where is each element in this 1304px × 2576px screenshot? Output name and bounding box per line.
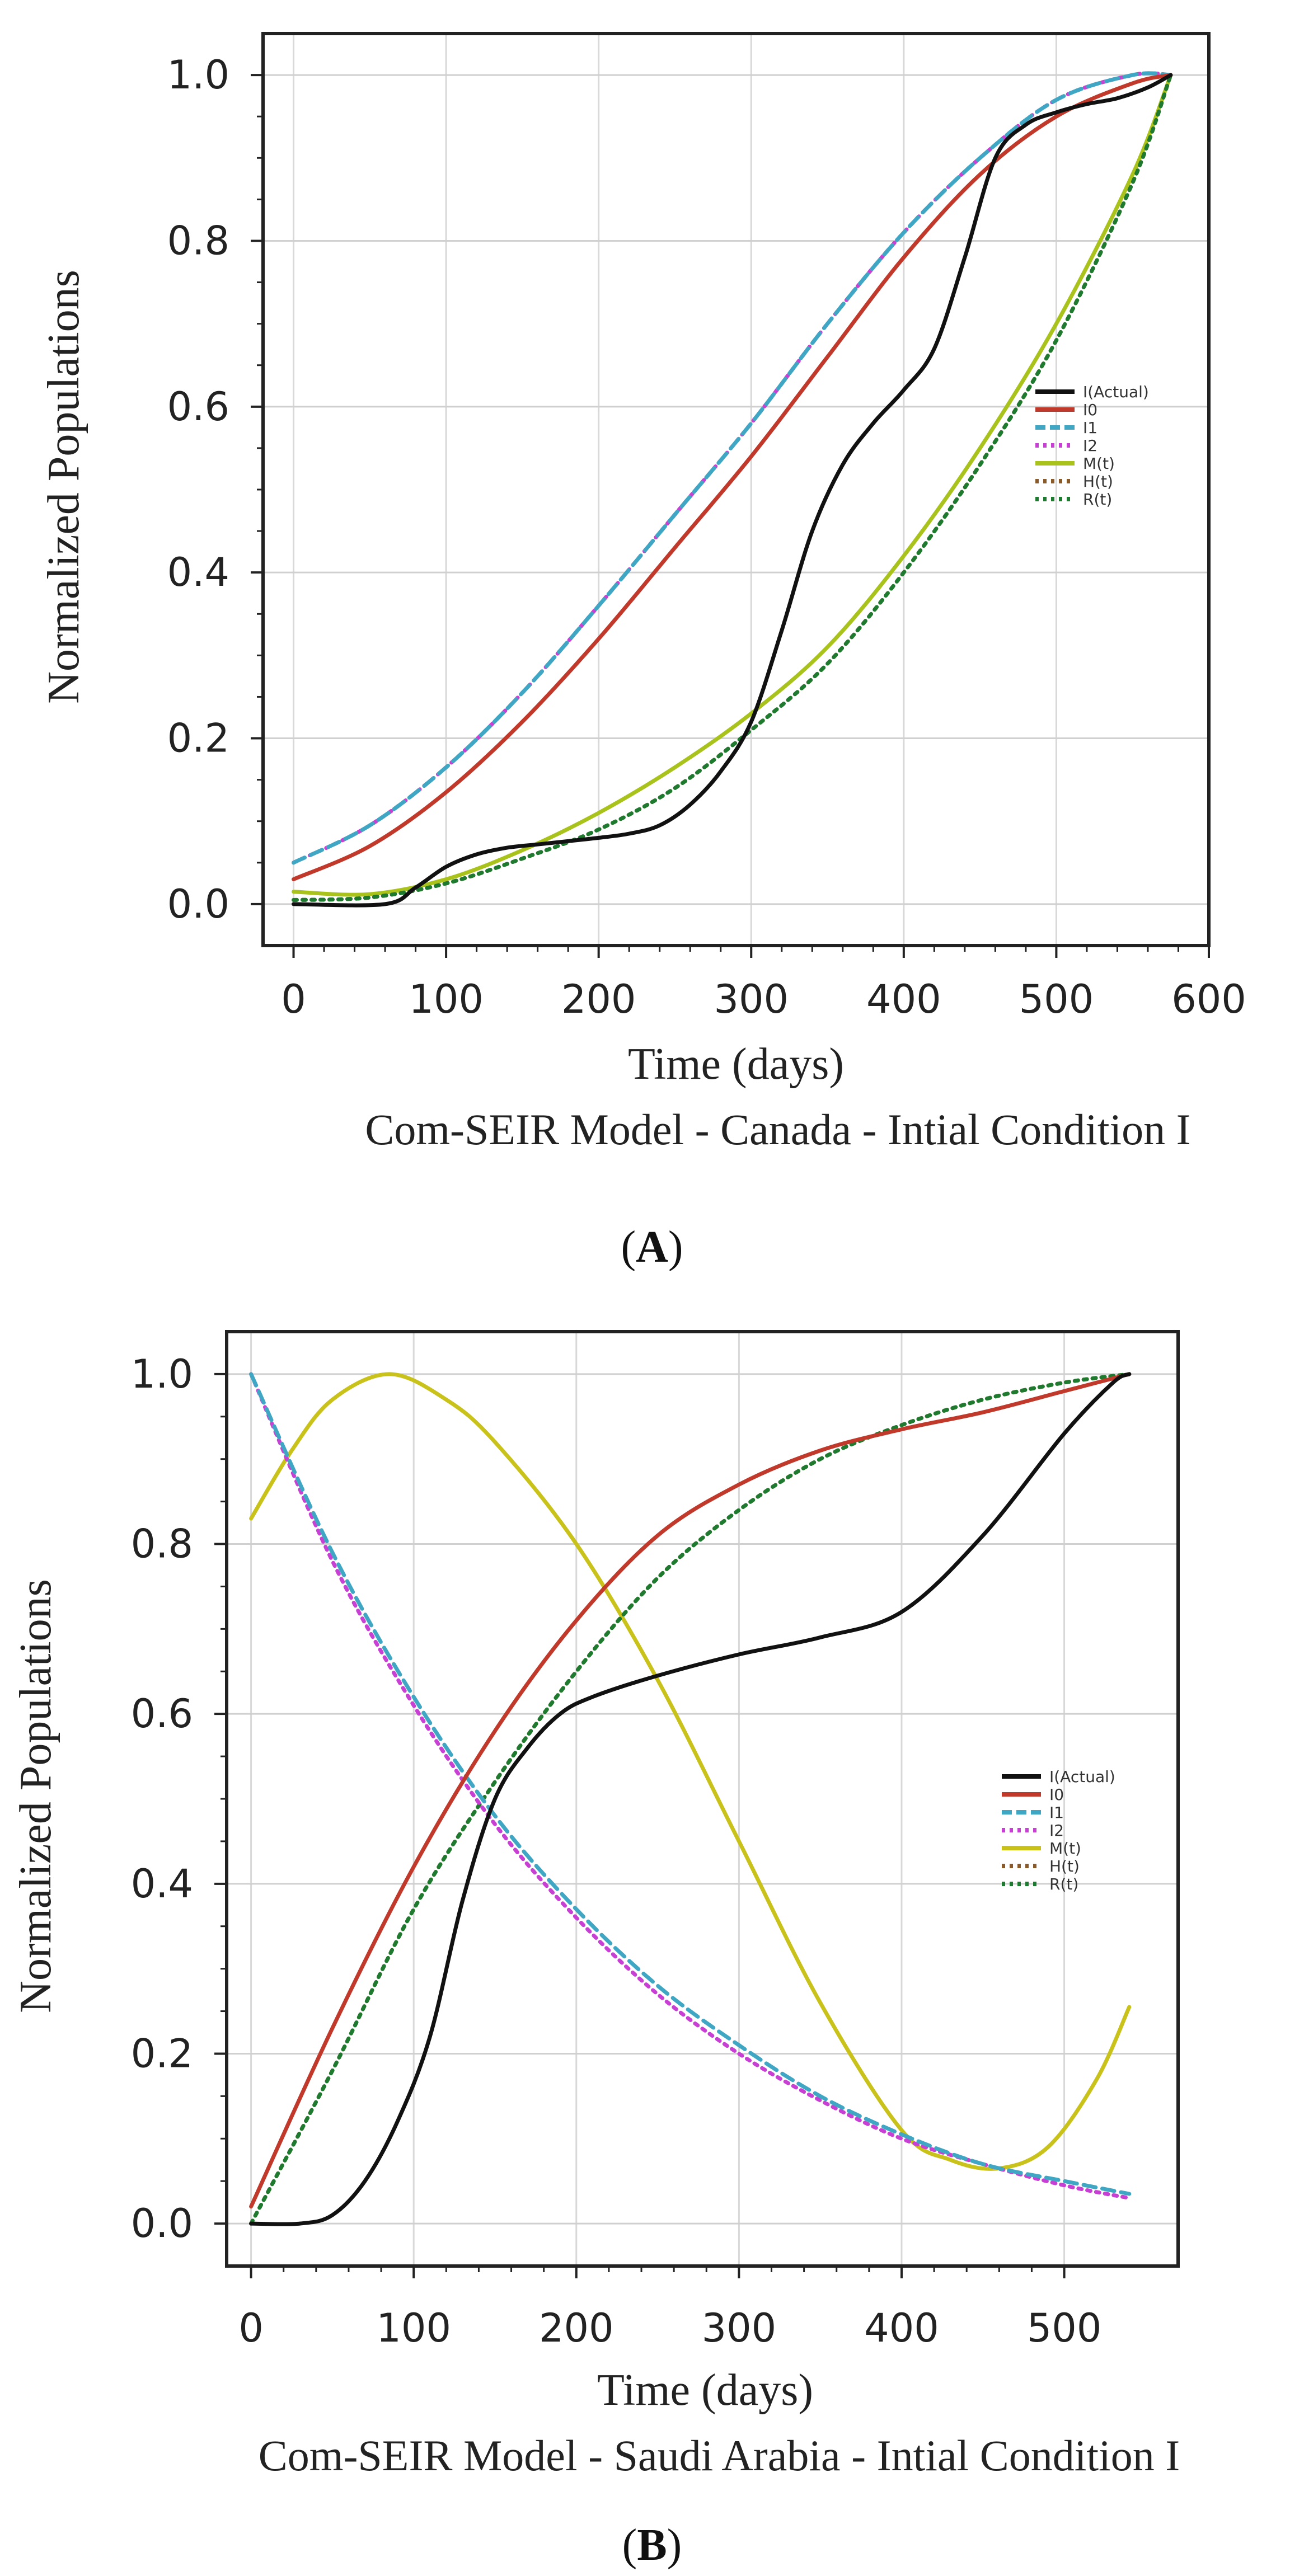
series-b — [249, 1372, 1132, 2226]
legend-label: I2 — [1049, 1821, 1064, 1840]
y-tick-label: 0.0 — [167, 881, 229, 927]
caption-b: Com-SEIR Model - Saudi Arabia - Intial C… — [259, 2431, 1180, 2480]
series-line-m-t — [249, 1372, 1132, 2171]
x-tick-label: 100 — [376, 2305, 451, 2351]
y-tick-label: 0.4 — [131, 1861, 193, 1907]
y-tick-label: 0.0 — [131, 2201, 193, 2246]
series-line-h-t — [249, 1372, 1132, 2226]
series-line-i0 — [292, 73, 1173, 881]
x-tick-label: 100 — [409, 976, 484, 1022]
x-tick-label: 200 — [561, 976, 636, 1022]
x-axis-title-a: Time (days) — [628, 1040, 844, 1089]
series-line-i0 — [249, 1372, 1132, 2209]
y-axis-title-b: Normalized Populations — [11, 1579, 60, 2013]
legend-label: I(Actual) — [1049, 1768, 1115, 1786]
series-line-i1 — [292, 71, 1173, 865]
x-tick-label: 600 — [1171, 976, 1246, 1022]
y-tick-label: 0.8 — [131, 1521, 193, 1567]
legend-label: H(t) — [1083, 472, 1113, 491]
series-line-h-t — [292, 73, 1173, 902]
x-axis-title-b: Time (days) — [597, 2366, 813, 2415]
panel-label-b: (B) — [622, 2521, 682, 2570]
legend-label: I(Actual) — [1083, 383, 1149, 401]
legend-label: I0 — [1049, 1785, 1064, 1804]
x-tick-label: 0 — [281, 976, 306, 1022]
series-line-i-actual — [249, 1372, 1132, 2226]
y-axis-title-a: Normalized Populations — [39, 270, 88, 703]
panel-label-a: (A) — [621, 1223, 683, 1272]
y-tick-label: 0.2 — [167, 716, 229, 761]
x-tick-label: 400 — [866, 976, 941, 1022]
chart-panel-a: 0 100 200 300 400 500 600 0.0 0.2 0.4 0.6 0.8 1.0 I(… — [0, 0, 1304, 1287]
y-tick-label: 0.6 — [131, 1691, 193, 1737]
grid-a — [263, 34, 1210, 946]
legend-label: I0 — [1083, 401, 1097, 419]
legend-label: R(t) — [1083, 490, 1112, 509]
chart-b-svg: 0 100 200 300 400 500 0.0 0.2 0.4 0.6 0.8 1.0 I(Act… — [11, 1330, 1180, 2570]
caption-a: Com-SEIR Model - Canada - Intial Conditi… — [365, 1105, 1190, 1154]
legend-label: R(t) — [1049, 1875, 1078, 1893]
chart-panel-b: 0 100 200 300 400 500 0.0 0.2 0.4 0.6 0.8 1.0 I(Act… — [0, 1287, 1304, 2576]
grid-b — [227, 1332, 1178, 2266]
x-tick-label: 400 — [864, 2305, 939, 2351]
ticks-a: 0 100 200 300 400 500 600 0.0 0.2 0.4 0.6 0.8 1.0 — [167, 52, 1246, 1022]
y-tick-label: 0.6 — [167, 384, 229, 430]
x-tick-label: 500 — [1027, 2305, 1102, 2351]
y-tick-label: 1.0 — [167, 52, 229, 98]
legend-label: M(t) — [1049, 1839, 1081, 1858]
chart-a-svg: 0 100 200 300 400 500 600 0.0 0.2 0.4 0.6 0.8 1.0 I(… — [39, 32, 1246, 1272]
y-tick-label: 0.2 — [131, 2030, 193, 2076]
panel-letter-a: A — [636, 1223, 668, 1272]
legend-label: I1 — [1049, 1803, 1064, 1822]
plot-frame-a — [261, 32, 1211, 947]
ticks-b: 0 100 200 300 400 500 0.0 0.2 0.4 0.6 0.8 1.0 — [131, 1351, 1102, 2351]
x-tick-label: 300 — [714, 976, 789, 1022]
legend-label: H(t) — [1049, 1857, 1080, 1875]
series-line-r-t — [292, 73, 1173, 902]
legend-label: I2 — [1083, 436, 1097, 455]
y-tick-label: 1.0 — [131, 1351, 193, 1397]
series-line-r-t — [249, 1372, 1132, 2226]
series-line-i2 — [249, 1372, 1132, 2200]
series-line-i-actual — [292, 73, 1173, 908]
panel-letter-b: B — [637, 2521, 667, 2570]
x-tick-label: 300 — [702, 2305, 777, 2351]
x-tick-label: 500 — [1019, 976, 1094, 1022]
series-line-i1 — [249, 1372, 1132, 2196]
y-tick-label: 0.4 — [167, 549, 229, 595]
series-a — [292, 71, 1173, 908]
x-tick-label: 200 — [539, 2305, 614, 2351]
y-tick-label: 0.8 — [167, 218, 229, 264]
legend-label: I1 — [1083, 419, 1097, 437]
series-line-m-t — [292, 73, 1173, 897]
x-tick-label: 0 — [238, 2305, 264, 2351]
legend-label: M(t) — [1083, 454, 1115, 473]
